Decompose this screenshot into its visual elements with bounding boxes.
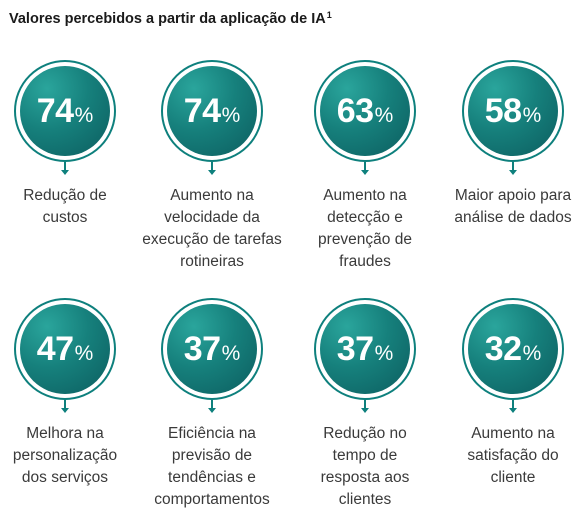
stat-ring: 32% (462, 298, 564, 400)
stat-card: 37% Redução no tempo de resposta aos cli… (290, 298, 440, 511)
stat-unit: % (221, 103, 241, 127)
stat-value: 37 (336, 330, 374, 368)
arrow-down-icon (208, 170, 216, 175)
stat-disc: 37% (320, 304, 410, 394)
stat-card: 58% Maior apoio para análise de dados (438, 60, 586, 229)
title-text: Valores percebidos a partir da aplicação… (9, 11, 326, 27)
stat-label: Redução de custos (23, 187, 107, 226)
title-footnote-marker: 1 (326, 10, 332, 20)
stat-ring: 47% (14, 298, 116, 400)
stat-unit: % (74, 103, 94, 127)
stat-unit: % (221, 341, 241, 365)
stat-unit: % (522, 341, 542, 365)
connector-line (64, 162, 66, 170)
page-title: Valores percebidos a partir da aplicação… (9, 10, 332, 27)
stat-value: 74 (183, 92, 221, 130)
stat-value: 32 (484, 330, 522, 368)
stat-value: 74 (36, 92, 74, 130)
arrow-down-icon (361, 170, 369, 175)
stat-unit: % (374, 341, 394, 365)
stat-disc: 37% (167, 304, 257, 394)
stat-value: 58 (484, 92, 522, 130)
stat-value: 47 (36, 330, 74, 368)
arrow-down-icon (208, 408, 216, 413)
connector-line (364, 400, 366, 408)
stat-card: 32% Aumento na satisfação do cliente (438, 298, 586, 489)
stat-unit: % (522, 103, 542, 127)
arrow-down-icon (509, 170, 517, 175)
stat-label: Aumento na velocidade da execução de tar… (142, 187, 282, 270)
stat-disc: 63% (320, 66, 410, 156)
connector-line (211, 400, 213, 408)
stat-label: Redução no tempo de resposta aos cliente… (320, 425, 410, 508)
stat-ring: 74% (161, 60, 263, 162)
stat-disc: 74% (167, 66, 257, 156)
arrow-down-icon (61, 408, 69, 413)
stat-disc: 47% (20, 304, 110, 394)
stat-label: Eficiência na previsão de tendências e c… (154, 425, 270, 508)
stat-card: 47% Melhora na personalização dos serviç… (0, 298, 140, 489)
stat-ring: 37% (161, 298, 263, 400)
connector-line (512, 400, 514, 408)
connector-line (211, 162, 213, 170)
stat-disc: 74% (20, 66, 110, 156)
stat-label: Aumento na satisfação do cliente (467, 425, 559, 486)
stat-card: 74% Aumento na velocidade da execução de… (137, 60, 287, 273)
stat-card: 74% Redução de custos (0, 60, 140, 229)
stat-card: 63% Aumento na detecção e prevenção de f… (290, 60, 440, 273)
arrow-down-icon (61, 170, 69, 175)
stat-value: 63 (336, 92, 374, 130)
arrow-down-icon (361, 408, 369, 413)
connector-line (512, 162, 514, 170)
arrow-down-icon (509, 408, 517, 413)
stat-unit: % (74, 341, 94, 365)
stat-disc: 58% (468, 66, 558, 156)
stat-label: Melhora na personalização dos serviços (12, 425, 118, 486)
stat-label: Aumento na detecção e prevenção de fraud… (318, 187, 412, 270)
stat-ring: 37% (314, 298, 416, 400)
stat-value: 37 (183, 330, 221, 368)
stat-ring: 58% (462, 60, 564, 162)
stat-card: 37% Eficiência na previsão de tendências… (137, 298, 287, 511)
stat-disc: 32% (468, 304, 558, 394)
stat-label: Maior apoio para análise de dados (454, 187, 572, 226)
stat-unit: % (374, 103, 394, 127)
stat-ring: 63% (314, 60, 416, 162)
stat-ring: 74% (14, 60, 116, 162)
connector-line (364, 162, 366, 170)
connector-line (64, 400, 66, 408)
